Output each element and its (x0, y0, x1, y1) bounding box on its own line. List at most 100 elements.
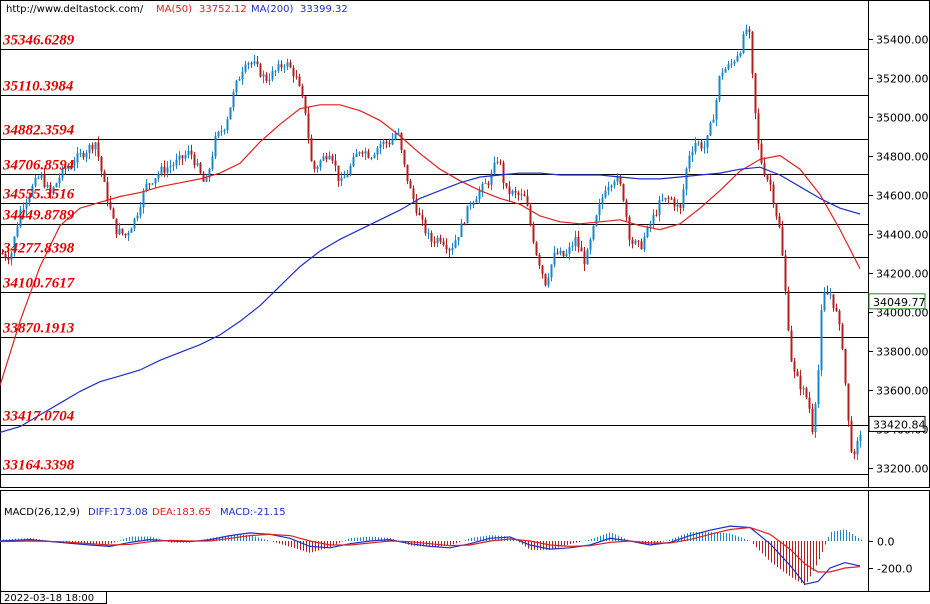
candle-body (298, 76, 301, 87)
price-box (868, 415, 926, 432)
candle-body (262, 74, 265, 77)
candle-body (787, 290, 790, 331)
price-axis (868, 0, 930, 488)
candle-body (169, 166, 172, 168)
candle-body (163, 166, 166, 173)
candle-body (394, 133, 397, 139)
candle-body (379, 144, 382, 149)
candle-body (649, 223, 652, 227)
candle-body (850, 420, 853, 452)
candle-body (103, 171, 106, 182)
candle-body (238, 79, 241, 81)
macd-tick-label: -200.0 (877, 563, 912, 576)
candle-body (364, 151, 367, 154)
candle-body (799, 376, 802, 390)
candle-body (727, 64, 730, 69)
price-boxes: 34049.77 33420.84 (868, 293, 926, 432)
candle-body (16, 226, 19, 237)
candle-body (613, 181, 616, 186)
candle-body (412, 188, 415, 200)
candle-body (577, 236, 580, 248)
candle-body (265, 74, 268, 81)
candle-body (55, 183, 58, 188)
candle-body (655, 214, 658, 216)
candle-body (172, 165, 175, 167)
candle-body (160, 166, 163, 174)
macd-tick-label: 0.0 (877, 536, 895, 549)
candle-body (280, 64, 283, 68)
candle-body (769, 179, 772, 185)
candle-body (691, 151, 694, 156)
candle-body (286, 62, 289, 67)
candle-body (547, 277, 550, 286)
level-label: 34555.3516 (2, 187, 75, 203)
candle-body (484, 183, 487, 185)
candle-body (322, 156, 325, 161)
candle-body (820, 310, 823, 371)
candle-body (604, 190, 607, 198)
candle-body (292, 67, 295, 77)
candle-body (535, 242, 538, 255)
candle-body (376, 148, 379, 155)
candle-body (778, 216, 781, 228)
candle-body (154, 178, 157, 184)
candle-body (61, 168, 64, 178)
candle-body (349, 165, 352, 175)
candle-body (277, 64, 280, 71)
price-tick-label: 33800.00 (876, 346, 929, 359)
candle-body (685, 168, 688, 190)
candle-body (13, 236, 16, 254)
candle-body (403, 150, 406, 165)
candle-body (814, 403, 817, 433)
candle-body (730, 63, 733, 65)
candle-body (832, 294, 835, 308)
candle-body (580, 247, 583, 252)
candle-body (28, 195, 31, 203)
candle-body (601, 197, 604, 205)
candle-body (766, 175, 769, 180)
candle-body (367, 151, 370, 158)
candle-body (502, 162, 505, 184)
candle-body (355, 153, 358, 157)
candle-body (340, 178, 343, 181)
candle-body (82, 153, 85, 158)
candle-body (661, 199, 664, 201)
candle-body (508, 186, 511, 194)
candle-body (538, 254, 541, 266)
candle-body (847, 383, 850, 421)
candle-body (589, 239, 592, 250)
candle-body (235, 80, 238, 93)
candle-body (598, 204, 601, 216)
level-label: 34706.8594 (2, 158, 75, 174)
price-axis-ticks: 35400.00 35200.00 35000.00 34800.00 34600.00… (869, 34, 929, 476)
candle-body (784, 255, 787, 291)
candle-body (73, 162, 76, 166)
ma50-line (0, 104, 861, 386)
candle-body (289, 62, 292, 68)
candle-body (844, 348, 847, 384)
candle-body (460, 223, 463, 238)
candle-body (301, 86, 304, 97)
candle-body (466, 205, 469, 224)
candle-body (247, 63, 250, 65)
candle-body (643, 237, 646, 250)
candle-body (406, 164, 409, 182)
candle-body (151, 183, 154, 185)
macd-value-label: MACD:-21.15 (220, 507, 286, 518)
price-tick-label: 34800.00 (876, 151, 929, 164)
candle-body (205, 177, 208, 182)
candle-body (334, 160, 337, 166)
candle-body (133, 218, 136, 229)
candle-body (427, 233, 430, 235)
candle-body (679, 204, 682, 209)
candle-body (472, 202, 475, 205)
candle-body (529, 205, 532, 225)
candle-body (100, 156, 103, 172)
candle-body (421, 214, 424, 220)
candle-body (583, 251, 586, 265)
candle-body (838, 310, 841, 325)
candle-body (10, 253, 13, 261)
candle-body (115, 218, 118, 235)
candle-body (550, 264, 553, 278)
